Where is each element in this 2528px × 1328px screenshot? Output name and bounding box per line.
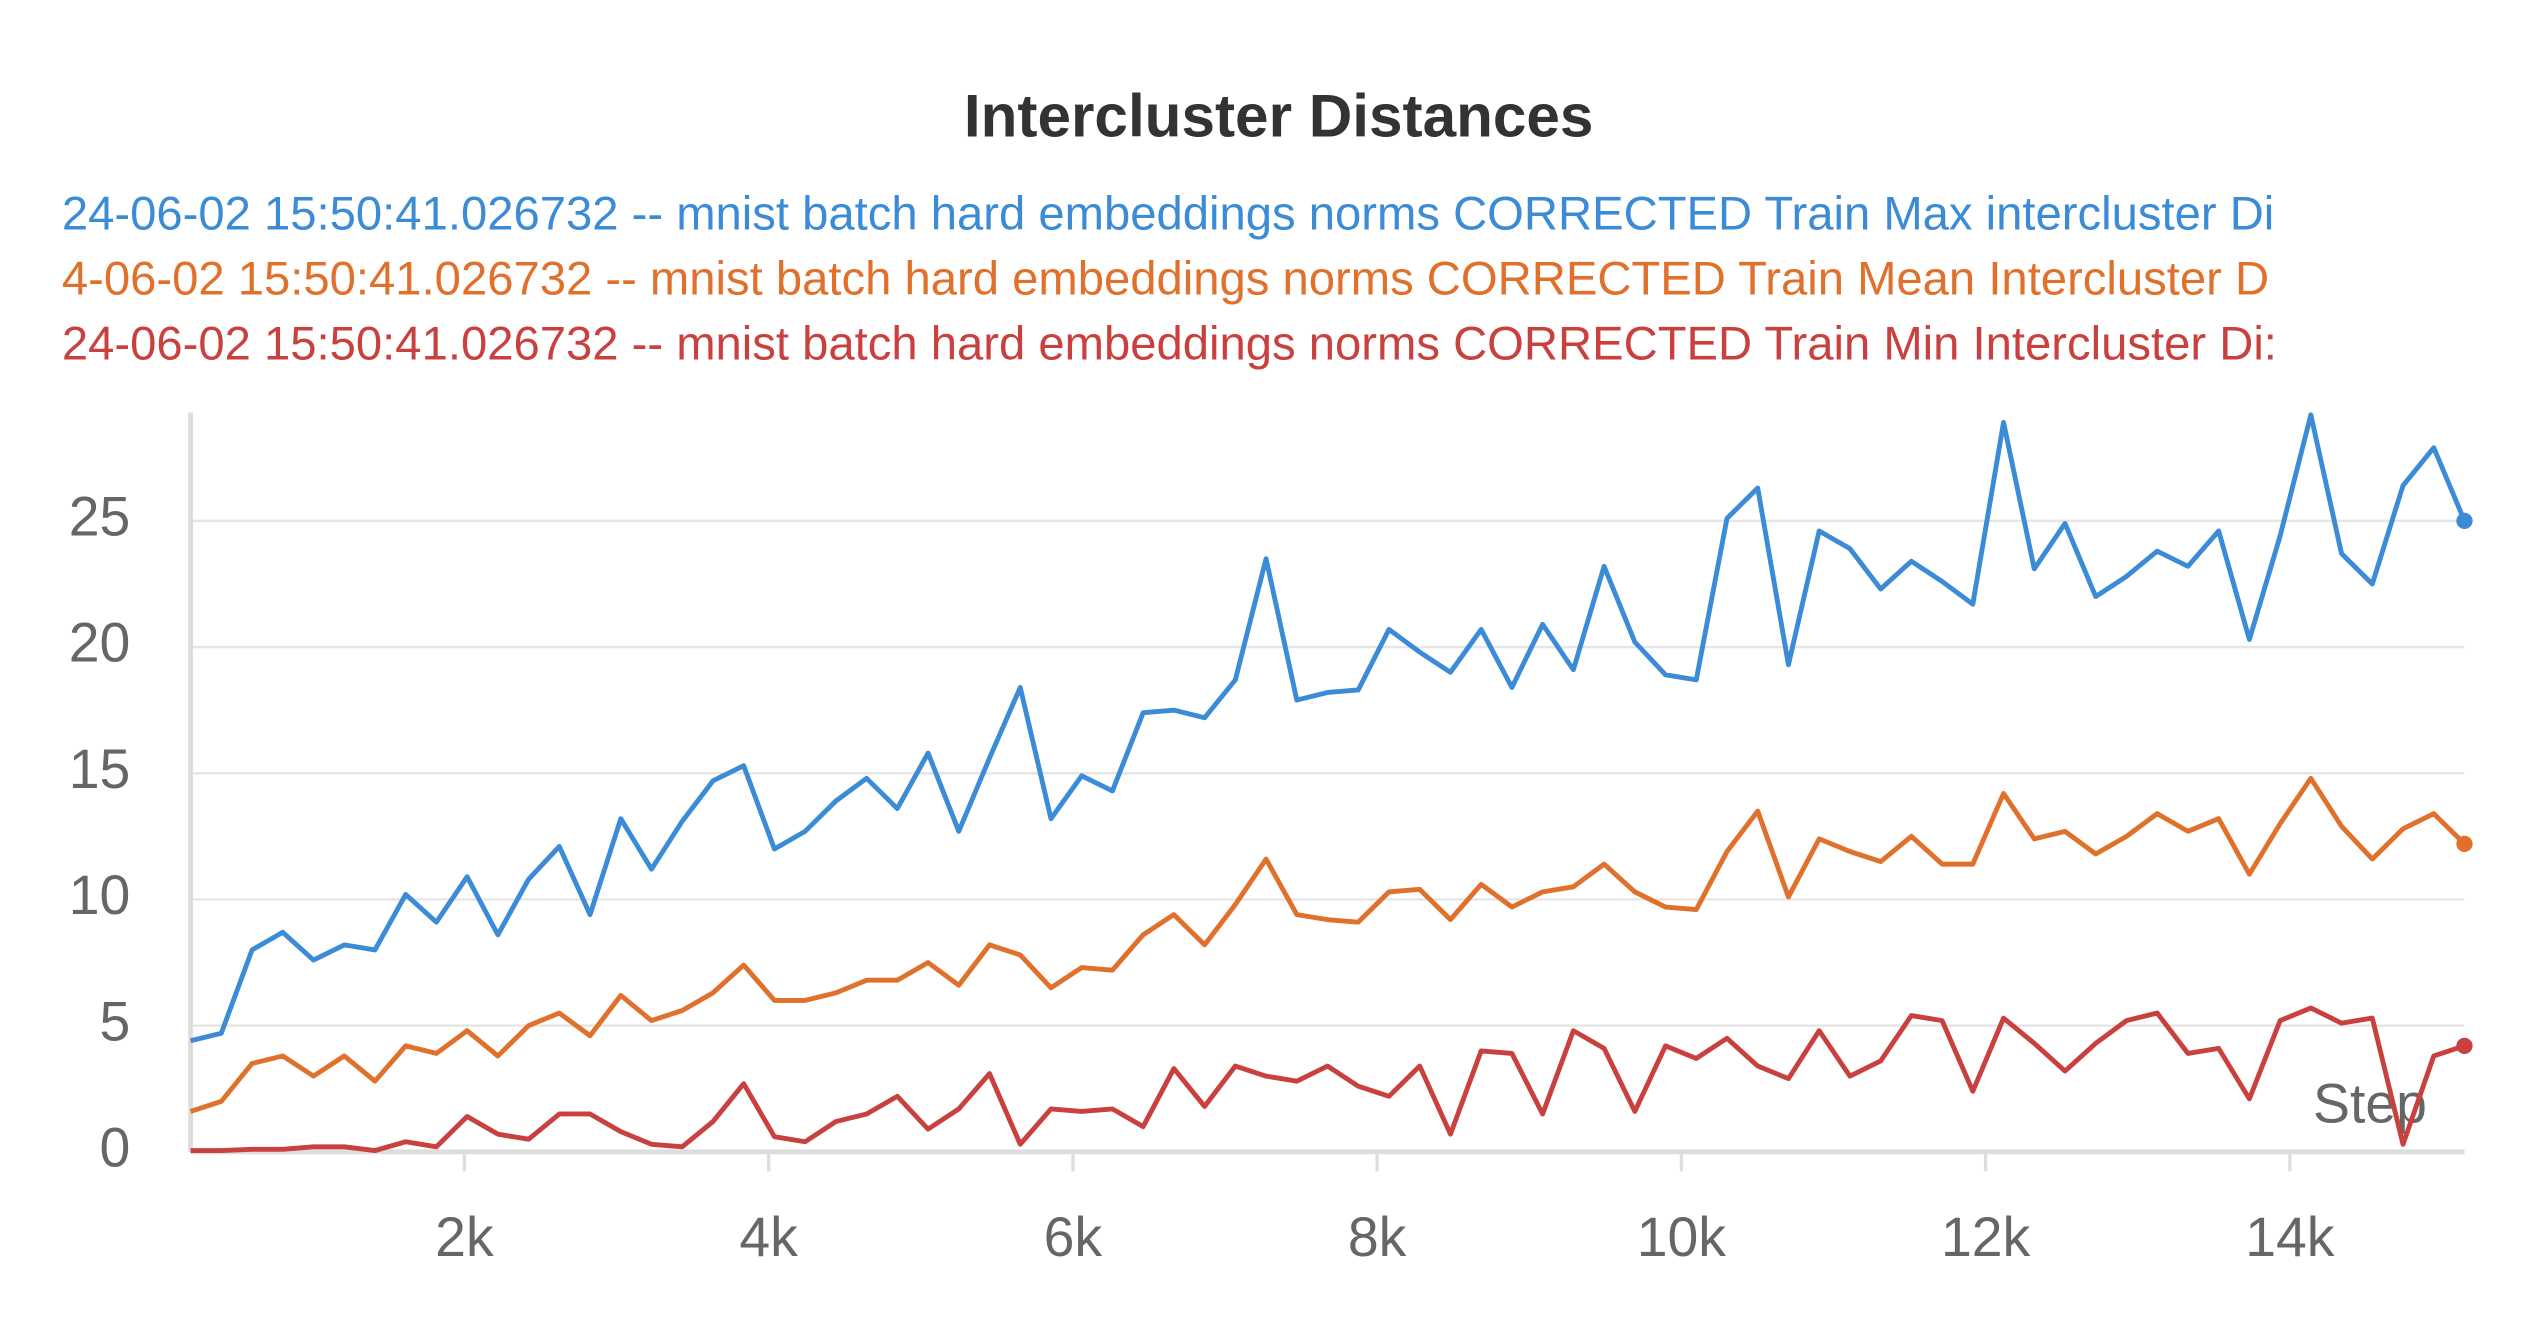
x-tick-label: 4k bbox=[739, 1206, 798, 1268]
series-line bbox=[190, 1005, 2466, 1154]
legend-entry: 24-06-02 15:50:41.026732 -- mnist batch … bbox=[62, 187, 2274, 240]
y-tick-label: 10 bbox=[69, 864, 131, 926]
y-tick-label: 0 bbox=[99, 1116, 130, 1178]
end-dot bbox=[2456, 835, 2473, 853]
y-tick-label: 15 bbox=[69, 738, 131, 800]
end-dot bbox=[2456, 1037, 2473, 1054]
y-tick-label: 20 bbox=[69, 612, 131, 674]
end-dot bbox=[2456, 512, 2473, 530]
x-tick-label: 12k bbox=[1941, 1206, 2031, 1268]
y-tick-label: 5 bbox=[99, 990, 130, 1052]
series-line bbox=[189, 412, 2467, 1044]
y-tick-label: 25 bbox=[69, 485, 131, 547]
x-tick-label: 2k bbox=[435, 1206, 494, 1268]
x-tick-label: 14k bbox=[2245, 1206, 2335, 1268]
x-tick-label: 8k bbox=[1348, 1206, 1407, 1268]
chart-title: Intercluster Distances bbox=[964, 82, 1594, 150]
legend: 24-06-02 15:50:41.026732 -- mnist batch … bbox=[62, 187, 2277, 370]
x-tick-label: 10k bbox=[1637, 1206, 1727, 1268]
legend-entry: 4-06-02 15:50:41.026732 -- mnist batch h… bbox=[62, 252, 2269, 305]
legend-entry: 24-06-02 15:50:41.026732 -- mnist batch … bbox=[62, 318, 2277, 371]
x-tick-label: 6k bbox=[1044, 1206, 1103, 1268]
series-line bbox=[189, 775, 2467, 1114]
